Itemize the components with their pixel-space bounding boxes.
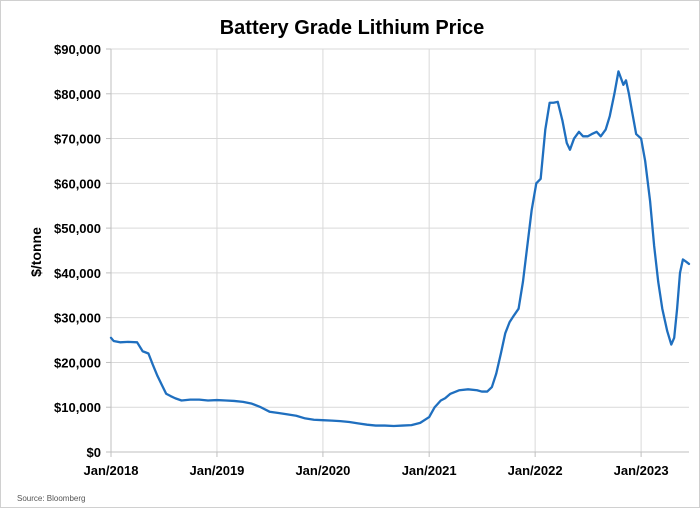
y-tick-label: $90,000 xyxy=(54,42,101,57)
x-tick-label: Jan/2022 xyxy=(508,463,563,478)
y-tick-label: $10,000 xyxy=(54,400,101,415)
y-tick-label: $50,000 xyxy=(54,221,101,236)
x-tick-label: Jan/2023 xyxy=(614,463,669,478)
y-tick-label: $0 xyxy=(87,445,101,460)
y-tick-label: $40,000 xyxy=(54,266,101,281)
series-line-lithium-price xyxy=(109,70,691,428)
y-tick-label: $60,000 xyxy=(54,176,101,191)
x-tick-label: Jan/2019 xyxy=(189,463,244,478)
x-tick-label: Jan/2020 xyxy=(295,463,350,478)
gridlines xyxy=(110,48,689,452)
x-tick-label: Jan/2018 xyxy=(84,463,139,478)
y-tick-label: $70,000 xyxy=(54,132,101,147)
x-axis-tick-labels: Jan/2018 Jan/2019 Jan/2020 Jan/2021 Jan/2022… xyxy=(84,452,669,478)
x-tick-label: Jan/2021 xyxy=(402,463,457,478)
source-note: Source: Bloomberg xyxy=(17,494,85,503)
chart-title: Battery Grade Lithium Price xyxy=(220,17,485,39)
y-axis-title: $/tonne xyxy=(28,227,44,277)
y-tick-label: $30,000 xyxy=(54,311,101,326)
y-tick-label: $80,000 xyxy=(54,87,101,102)
y-axis-tick-labels: $0 $10,000 $20,000 $30,000 $40,000 $50,000 $60… xyxy=(54,42,111,460)
y-tick-label: $20,000 xyxy=(54,355,101,370)
